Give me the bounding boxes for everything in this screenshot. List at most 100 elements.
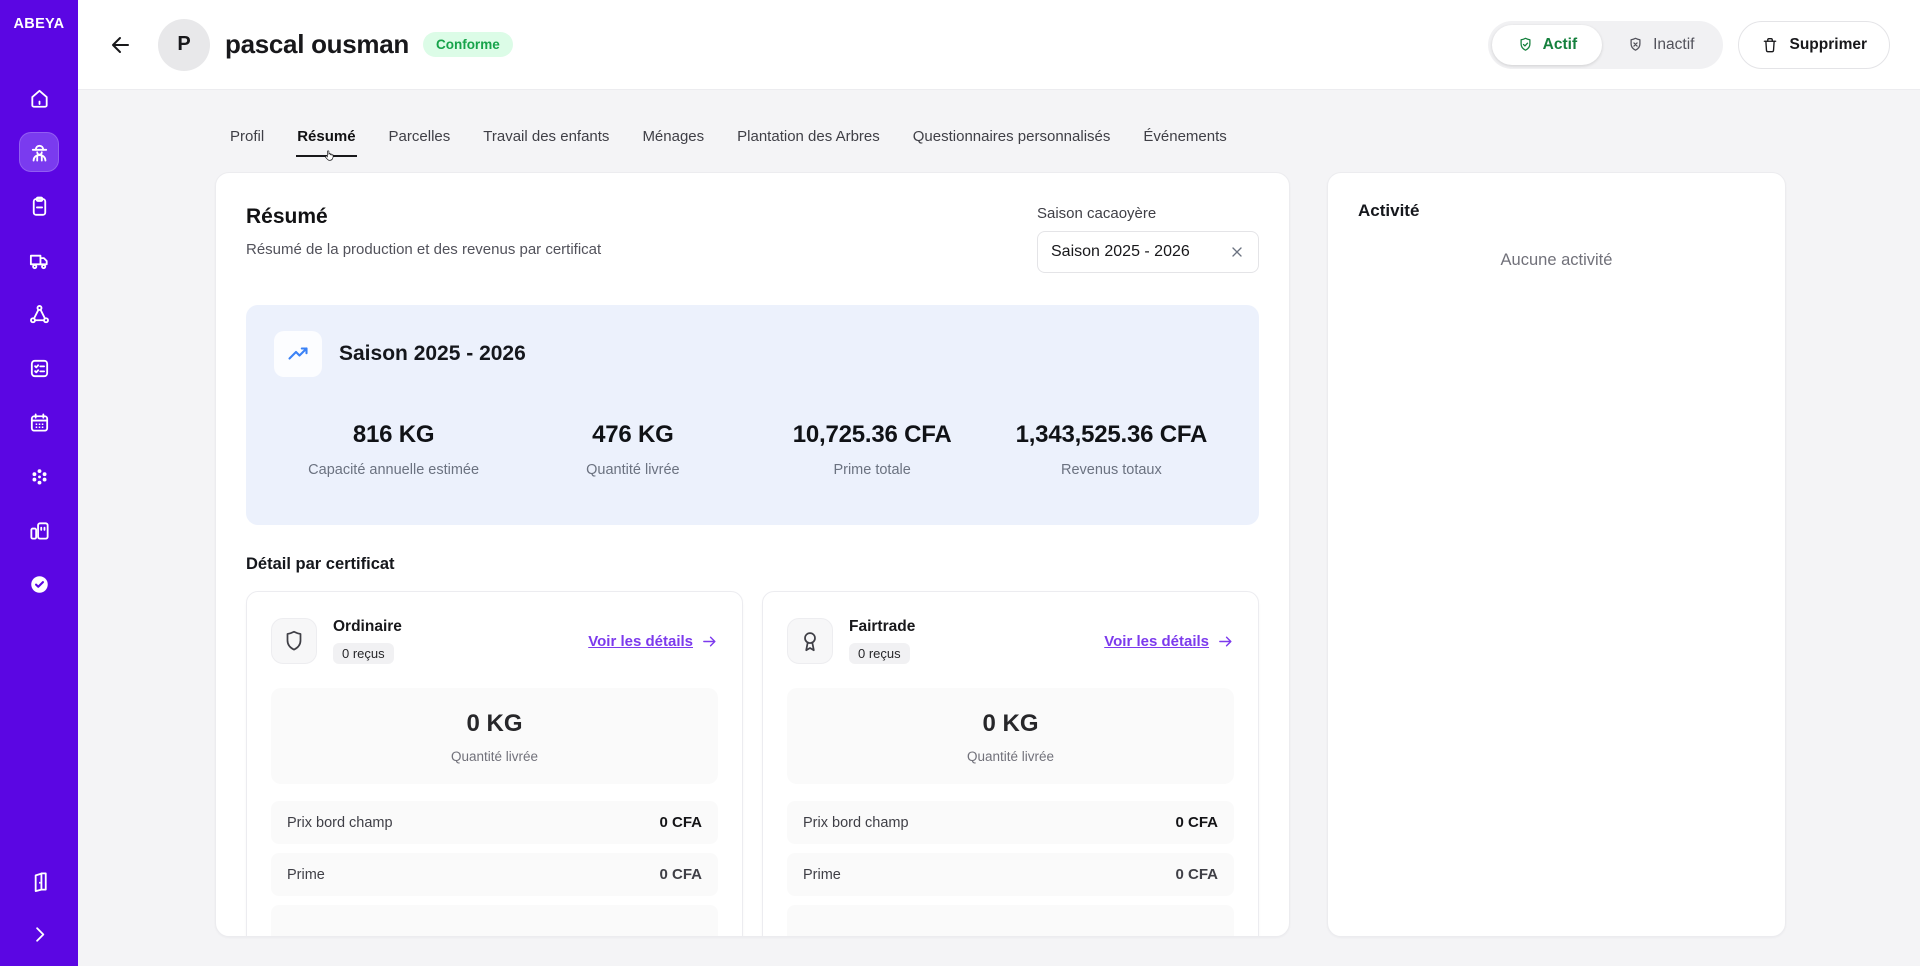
certificate-name: Fairtrade	[849, 618, 915, 636]
tab-resume[interactable]: Résumé	[296, 128, 356, 157]
trash-icon	[1761, 36, 1779, 54]
view-details-label: Voir les détails	[588, 633, 693, 650]
row-label: Prix bord champ	[287, 815, 393, 831]
sidebar: ABEYA	[0, 0, 78, 966]
tab-plantation-des-arbres[interactable]: Plantation des Arbres	[736, 128, 881, 157]
chevron-right-icon	[28, 923, 51, 946]
app-window: ABEYA	[0, 0, 1920, 966]
season-select[interactable]: Saison 2025 - 2026	[1037, 231, 1259, 273]
stat-value: 10,725.36 CFA	[753, 421, 992, 449]
stat-label: Capacité annuelle estimée	[274, 462, 513, 478]
row-label: Prime	[287, 867, 325, 883]
certificate-name: Ordinaire	[333, 618, 402, 636]
sidebar-item-warehouse[interactable]	[19, 510, 59, 550]
delete-button-label: Supprimer	[1789, 36, 1867, 54]
sidebar-item-calendar[interactable]	[19, 402, 59, 442]
sidebar-expand-button[interactable]	[19, 914, 59, 954]
sidebar-item-receipts[interactable]	[19, 186, 59, 226]
sidebar-item-certifications[interactable]	[19, 564, 59, 604]
summary-subtitle: Résumé de la production et des revenus p…	[246, 241, 601, 258]
quantity-value: 0 KG	[271, 710, 718, 738]
stat-premium: 10,725.36 CFA Prime totale	[753, 421, 992, 478]
trend-up-icon	[286, 342, 310, 366]
season-clear-button[interactable]	[1229, 244, 1245, 260]
delete-button[interactable]: Supprimer	[1738, 21, 1890, 69]
table-row: Prix bord champ 0 CFA	[271, 801, 718, 844]
certificate-chip	[271, 618, 317, 664]
tab-menages[interactable]: Ménages	[641, 128, 705, 157]
certificate-card-fairtrade: Fairtrade 0 reçus Voir les détails 0 KG	[762, 591, 1259, 937]
quantity-panel: 0 KG Quantité livrée	[787, 688, 1234, 784]
quantity-value: 0 KG	[787, 710, 1234, 738]
content-area: Profil Résumé Parcelles Travail des enfa…	[78, 90, 1920, 966]
stat-value: 1,343,525.36 CFA	[992, 421, 1231, 449]
sidebar-item-groups[interactable]	[19, 456, 59, 496]
table-row: Prime 0 CFA	[271, 853, 718, 896]
row-label: Prix bord champ	[803, 815, 909, 831]
stat-value: 476 KG	[513, 421, 752, 449]
sidebar-item-deliveries[interactable]	[19, 240, 59, 280]
stat-label: Revenus totaux	[992, 462, 1231, 478]
sidebar-nav	[19, 78, 59, 604]
certificate-card-ordinaire: Ordinaire 0 reçus Voir les détails 0 KG	[246, 591, 743, 937]
tab-profil[interactable]: Profil	[229, 128, 265, 157]
sidebar-item-network[interactable]	[19, 294, 59, 334]
sidebar-item-farmers[interactable]	[19, 132, 59, 172]
award-icon	[797, 628, 823, 654]
sidebar-item-surveys[interactable]	[19, 348, 59, 388]
tab-parcelles[interactable]: Parcelles	[388, 128, 452, 157]
status-badge: Conforme	[423, 32, 513, 57]
shield-icon	[281, 628, 307, 654]
detail-heading: Détail par certificat	[246, 555, 1259, 574]
farmer-icon	[28, 141, 51, 164]
page-title: pascal ousman	[225, 29, 409, 60]
home-icon	[28, 87, 51, 110]
page-header: P pascal ousman Conforme Actif Inactif	[78, 0, 1920, 90]
close-icon	[1229, 244, 1245, 260]
certificate-received-badge: 0 reçus	[333, 643, 394, 664]
table-row: Prime 0 CFA	[787, 853, 1234, 896]
activity-panel: Activité Aucune activité	[1327, 172, 1786, 937]
table-row-clipped	[787, 905, 1234, 937]
season-filter-label: Saison cacaoyère	[1037, 205, 1259, 222]
stat-revenue: 1,343,525.36 CFA Revenus totaux	[992, 421, 1231, 478]
back-button[interactable]	[104, 28, 138, 62]
activity-empty-state: Aucune activité	[1358, 251, 1755, 270]
sidebar-item-home[interactable]	[19, 78, 59, 118]
table-row-clipped	[271, 905, 718, 937]
row-value: 0 CFA	[1175, 866, 1218, 883]
view-details-label: Voir les détails	[1104, 633, 1209, 650]
view-details-link-fairtrade[interactable]: Voir les détails	[1104, 633, 1234, 650]
season-select-value: Saison 2025 - 2026	[1051, 243, 1190, 261]
table-row: Prix bord champ 0 CFA	[787, 801, 1234, 844]
tab-travail-des-enfants[interactable]: Travail des enfants	[482, 128, 610, 157]
tab-questionnaires-personnalises[interactable]: Questionnaires personnalisés	[912, 128, 1112, 157]
active-toggle-button[interactable]: Actif	[1492, 25, 1602, 65]
calendar-icon	[28, 411, 51, 434]
tab-bar: Profil Résumé Parcelles Travail des enfa…	[229, 128, 1786, 157]
warehouse-icon	[28, 519, 51, 542]
inactive-toggle-button[interactable]: Inactif	[1602, 25, 1719, 65]
stat-value: 816 KG	[274, 421, 513, 449]
season-summary-panel: Saison 2025 - 2026 816 KG Capacité annue…	[246, 305, 1259, 525]
verified-icon	[28, 573, 51, 596]
certificate-rows: Prix bord champ 0 CFA Prime 0 CFA	[787, 801, 1234, 937]
trend-chip	[274, 331, 322, 377]
quantity-label: Quantité livrée	[271, 749, 718, 764]
row-value: 0 CFA	[659, 866, 702, 883]
logout-button[interactable]	[19, 861, 59, 901]
brand-logo[interactable]: ABEYA	[14, 16, 65, 32]
certificate-rows: Prix bord champ 0 CFA Prime 0 CFA	[271, 801, 718, 937]
clipboard-icon	[28, 195, 51, 218]
avatar: P	[158, 19, 210, 71]
view-details-link-ordinaire[interactable]: Voir les détails	[588, 633, 718, 650]
stat-capacity: 816 KG Capacité annuelle estimée	[274, 421, 513, 478]
summary-title: Résumé	[246, 205, 601, 229]
tab-evenements[interactable]: Événements	[1142, 128, 1227, 157]
quantity-label: Quantité livrée	[787, 749, 1234, 764]
shield-x-icon	[1627, 36, 1644, 53]
arrow-right-icon	[701, 633, 718, 650]
active-toggle-label: Actif	[1543, 36, 1577, 54]
status-toggle: Actif Inactif	[1488, 21, 1724, 69]
arrow-right-icon	[1217, 633, 1234, 650]
